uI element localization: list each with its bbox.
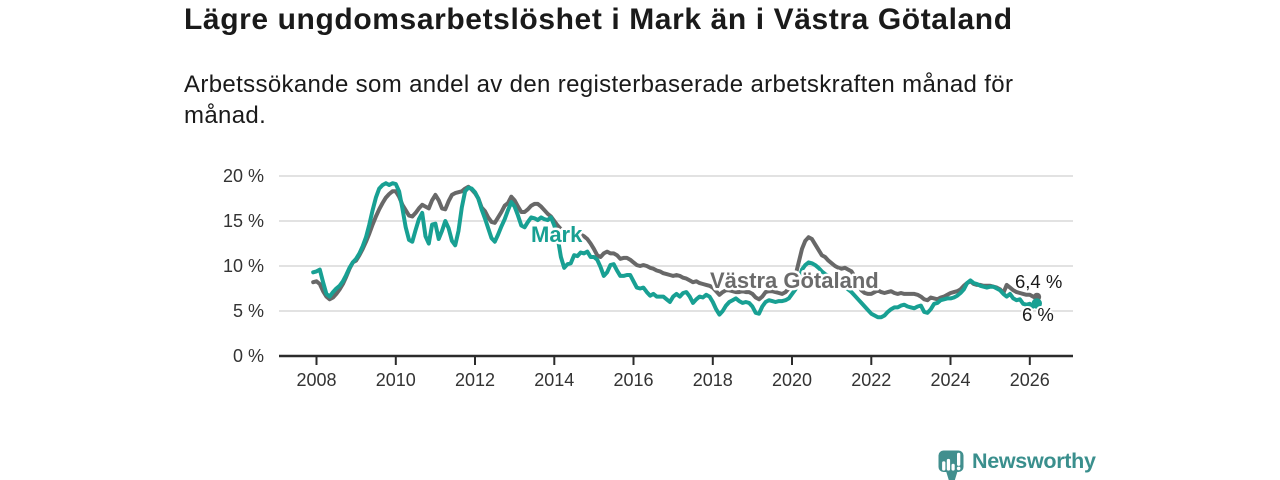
svg-text:6 %: 6 % (1022, 304, 1054, 325)
svg-text:0 %: 0 % (233, 346, 264, 366)
svg-text:2026: 2026 (1010, 370, 1050, 390)
svg-text:2022: 2022 (851, 370, 891, 390)
svg-text:2010: 2010 (376, 370, 416, 390)
svg-text:6,4 %: 6,4 % (1015, 271, 1062, 292)
svg-text:2008: 2008 (296, 370, 336, 390)
svg-text:2020: 2020 (772, 370, 812, 390)
svg-text:Mark: Mark (531, 222, 583, 247)
svg-text:2018: 2018 (693, 370, 733, 390)
svg-text:2024: 2024 (930, 370, 970, 390)
svg-text:5 %: 5 % (233, 301, 264, 321)
svg-text:20 %: 20 % (223, 166, 264, 186)
svg-text:2012: 2012 (455, 370, 495, 390)
svg-text:15 %: 15 % (223, 211, 264, 231)
svg-text:10 %: 10 % (223, 256, 264, 276)
svg-text:2016: 2016 (613, 370, 653, 390)
svg-text:2014: 2014 (534, 370, 574, 390)
svg-text:Västra Götaland: Västra Götaland (710, 268, 879, 293)
